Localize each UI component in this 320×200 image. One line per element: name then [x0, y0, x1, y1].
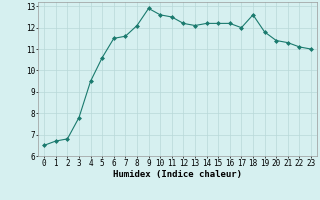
X-axis label: Humidex (Indice chaleur): Humidex (Indice chaleur) [113, 170, 242, 179]
